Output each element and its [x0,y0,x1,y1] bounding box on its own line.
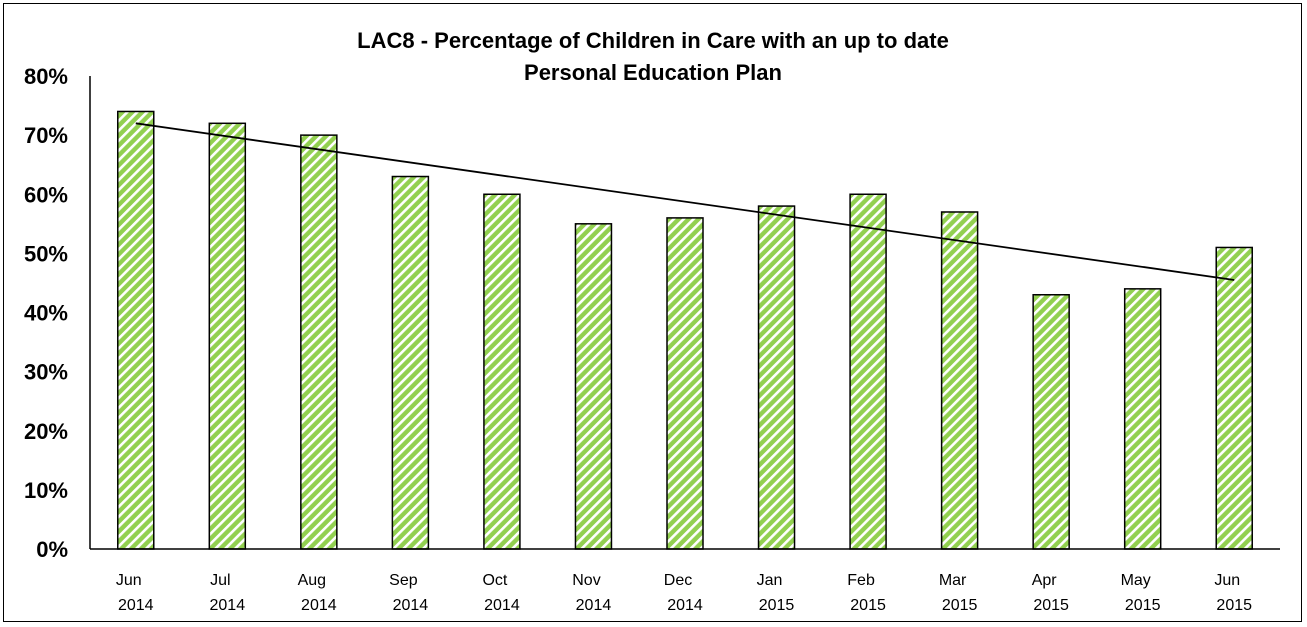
bar [574,223,613,550]
x-tick-label-year: 2015 [1033,597,1069,614]
x-tick-label-year: 2014 [484,597,520,614]
bar [300,134,338,550]
bar [1032,294,1070,550]
x-tick-label-month: Mar [939,572,967,589]
y-tick-label: 20% [24,419,68,444]
x-tick-label-year: 2014 [118,597,154,614]
y-tick-label: 10% [24,478,68,503]
bar [1215,246,1253,550]
bar [1123,288,1162,550]
x-tick-label-month: Jul [210,572,230,589]
x-tick-label-year: 2015 [850,597,886,614]
x-tick-label-year: 2014 [576,597,612,614]
bar [666,217,704,550]
x-tick-label-year: 2015 [759,597,795,614]
x-tick-label-month: Sep [389,572,418,589]
x-tick-label-month: Nov [572,572,600,589]
bar [849,193,887,550]
chart-title-line-2: Personal Education Plan [524,60,782,85]
x-tick-label-year: 2014 [393,597,429,614]
x-tick-label-month: Jan [757,572,783,589]
x-tick-label-year: 2015 [1125,597,1161,614]
x-tick-label-month: Jun [116,572,142,589]
bar [757,205,796,550]
bar [391,175,430,550]
y-tick-label: 40% [24,301,68,326]
x-tick-label-year: 2015 [942,597,978,614]
x-tick-label-month: May [1121,572,1151,589]
x-tick-label-year: 2015 [1216,597,1252,614]
bar [483,193,521,550]
y-tick-label: 50% [24,241,68,266]
chart-title-line-1: LAC8 - Percentage of Children in Care wi… [357,28,949,53]
bar [940,211,979,550]
x-tick-label-month: Jun [1214,572,1240,589]
x-tick-label-year: 2014 [667,597,703,614]
trendline [135,122,1235,281]
x-tick-label-month: Feb [847,572,875,589]
y-tick-label: 30% [24,360,68,385]
x-tick-label-year: 2014 [301,597,337,614]
y-tick-label: 70% [24,123,68,148]
x-tick-label-month: Aug [298,572,326,589]
x-tick-label-month: Dec [664,572,692,589]
bar [117,110,155,550]
bar [208,122,247,550]
y-tick-label: 80% [24,64,68,89]
y-tick-label: 0% [36,537,68,562]
y-tick-label: 60% [24,182,68,207]
x-tick-label-month: Apr [1032,572,1058,589]
x-tick-label-year: 2014 [210,597,246,614]
x-tick-label-month: Oct [482,572,507,589]
